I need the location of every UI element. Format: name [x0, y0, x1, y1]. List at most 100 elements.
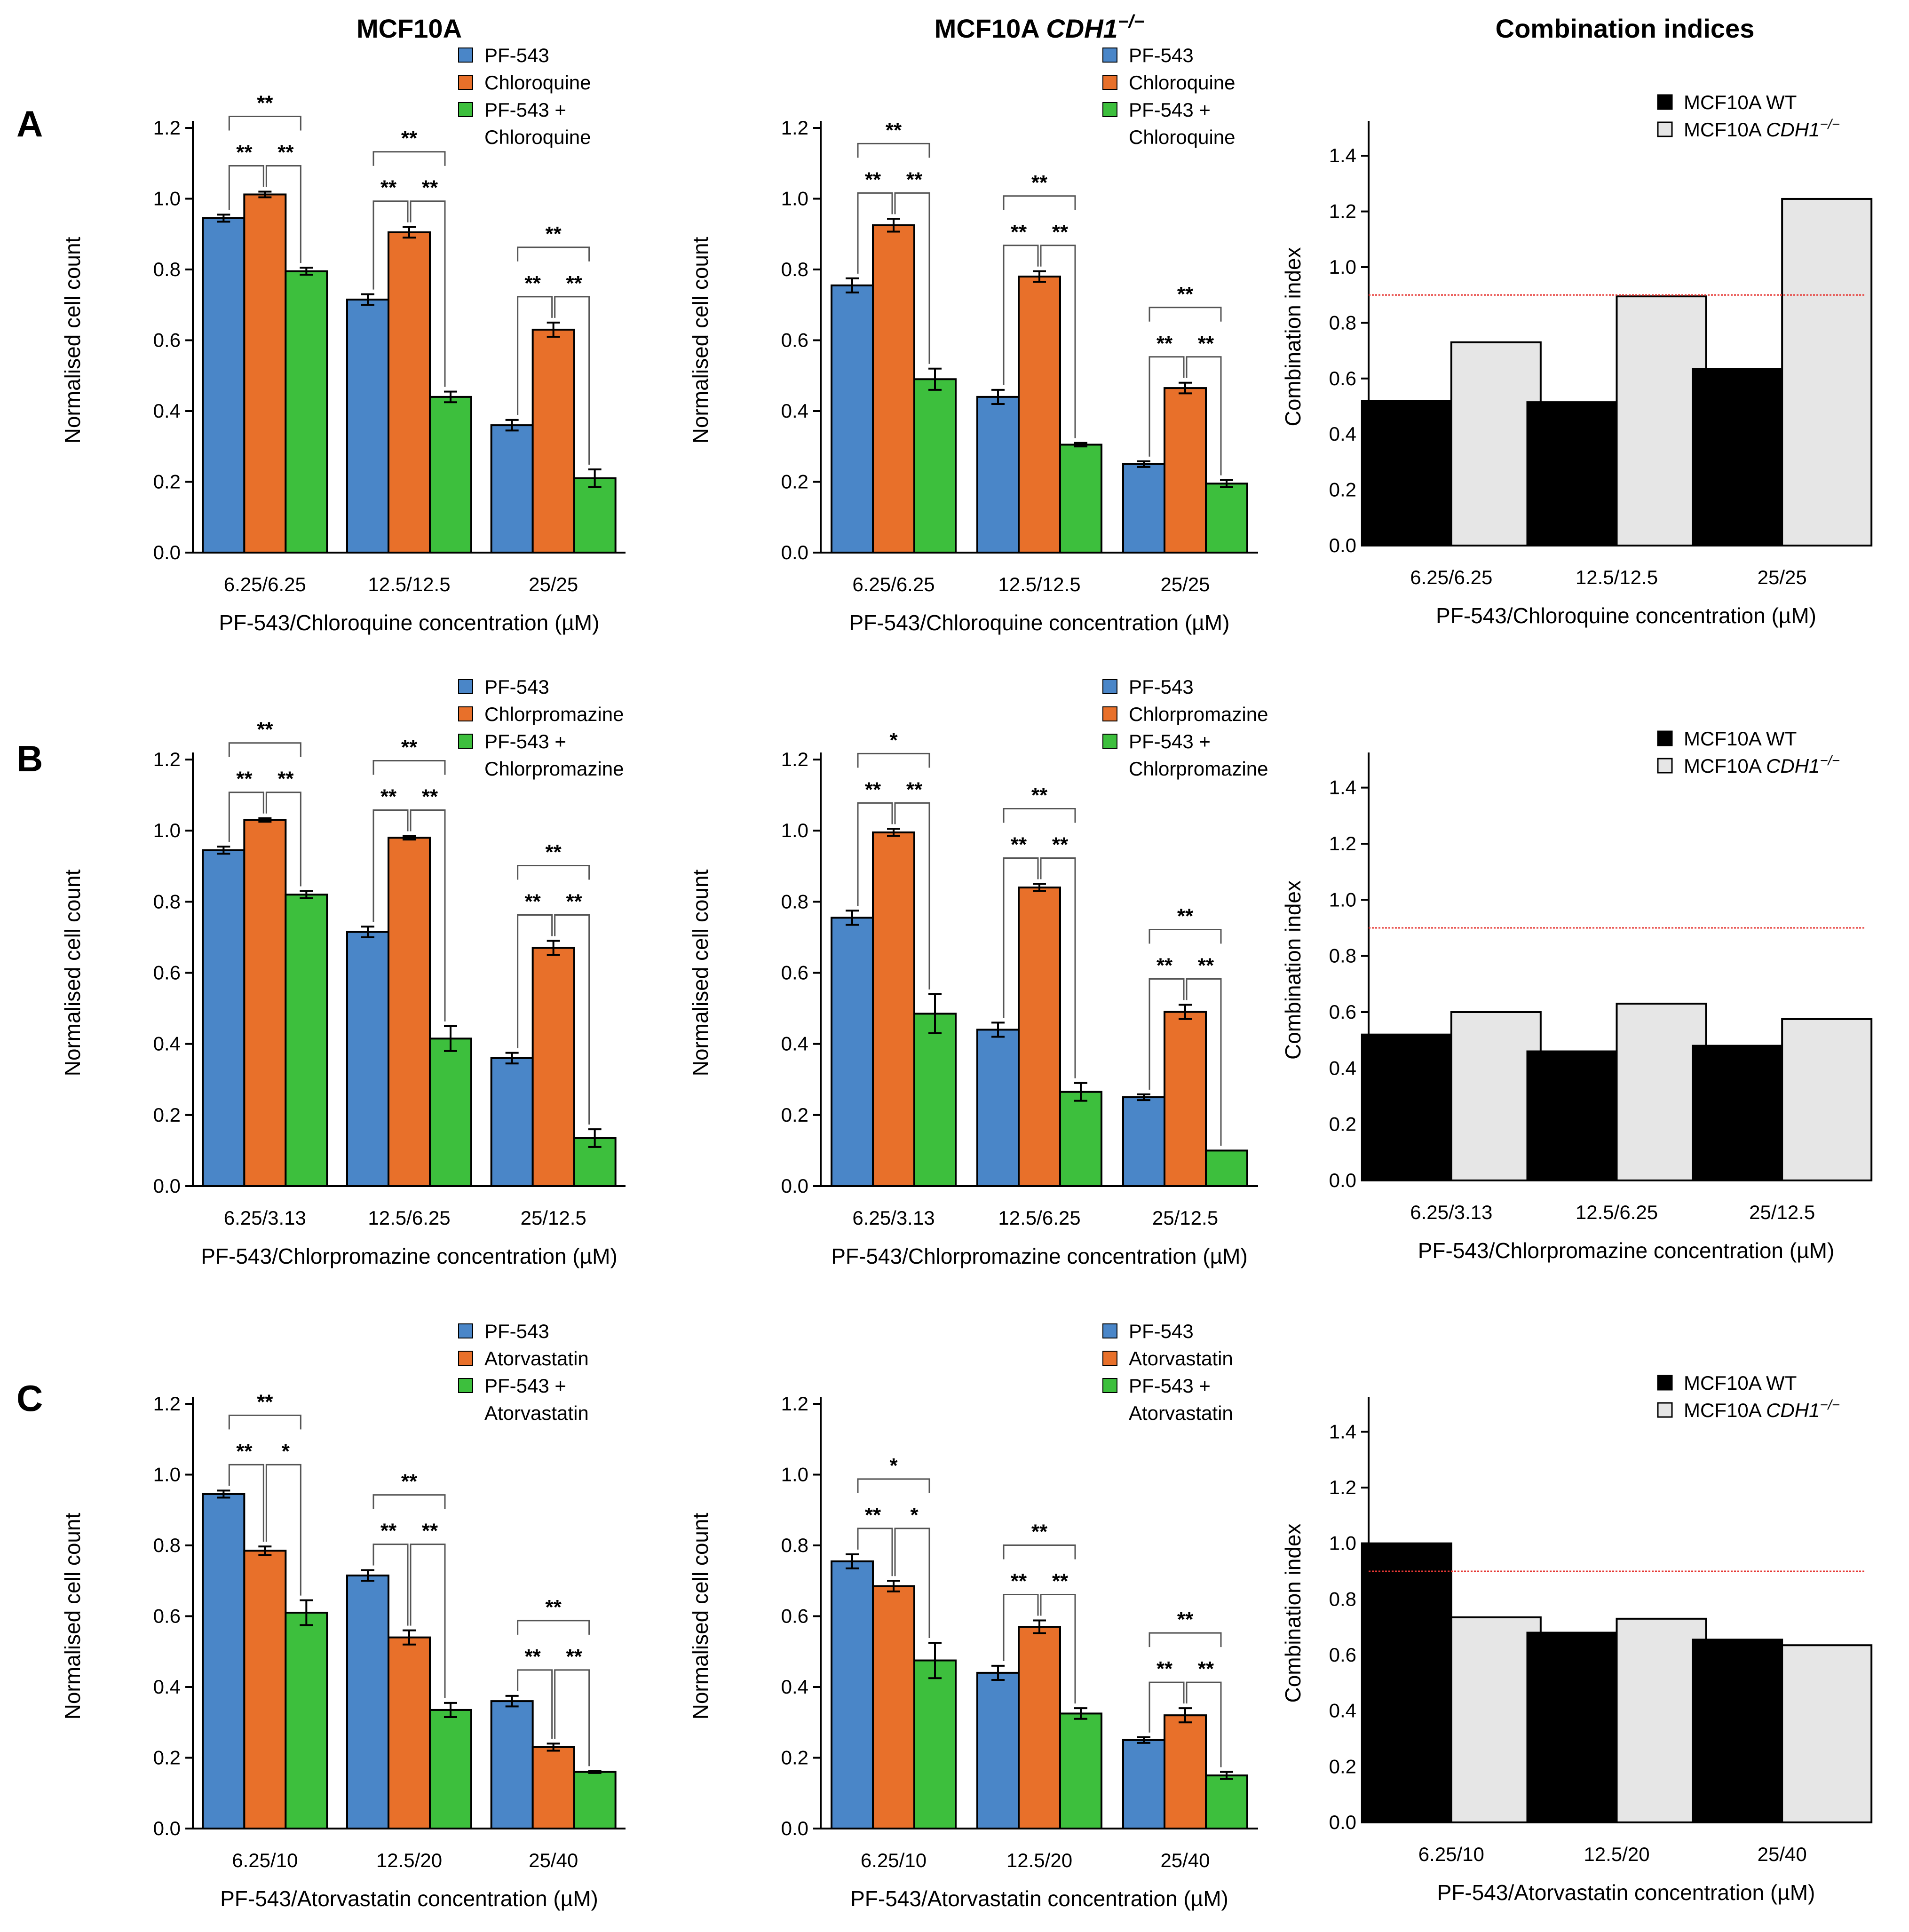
bar-C-KO-atorvastatin-3 — [1164, 1714, 1207, 1829]
y-tick-label: 0.0 — [1329, 534, 1356, 556]
sig-bracket — [228, 792, 264, 842]
sig-label: ** — [422, 1520, 438, 1543]
x-tick-label: 6.25/3.13 — [224, 1207, 306, 1229]
legend-label: Chlorpromazine — [1129, 703, 1268, 725]
legend-label: MCF10A WT — [1684, 1372, 1797, 1394]
sig-bracket — [1003, 1544, 1076, 1560]
x-tick-label: 25/40 — [1160, 1849, 1210, 1871]
y-tick-label: 0.6 — [153, 329, 181, 351]
x-tick-label: 12.5/6.25 — [368, 1207, 450, 1229]
y-tick-label: 0.2 — [781, 1747, 808, 1769]
legend-label: PF-543 — [1129, 44, 1194, 66]
bar-B-KO-pf-543-chlorpromazine-1 — [913, 1013, 957, 1188]
legend-label: PF-543 + — [1129, 730, 1211, 752]
bar-C-WT-pf-543-2 — [346, 1574, 389, 1829]
chart-B-CI: 0.0 0.2 0.4 0.6 0.8 1.0 1.2 1.4 Combination inde… — [1281, 728, 1873, 1263]
y-tick-label: 1.2 — [153, 1393, 181, 1415]
sig-bracket — [554, 1669, 590, 1766]
bar-C-CI-mcf10a-wt-1 — [1361, 1542, 1452, 1824]
x-tick-label: 12.5/6.25 — [1576, 1201, 1658, 1223]
x-tick-label: 25/25 — [1758, 566, 1807, 588]
sig-bracket — [228, 115, 301, 131]
legend-label: MCF10A CDH1−/− — [1684, 1397, 1840, 1422]
sig-label: * — [889, 728, 898, 752]
legend-swatch — [458, 1323, 473, 1338]
sig-label: ** — [236, 141, 253, 164]
bar-C-KO-pf-543-atorvastatin-1 — [913, 1659, 957, 1829]
bar-B-KO-pf-543-chlorpromazine-3 — [1205, 1149, 1248, 1188]
sig-bracket — [1003, 245, 1039, 385]
x-tick-label: 6.25/10 — [232, 1849, 298, 1871]
legend-swatch — [458, 1378, 473, 1393]
x-tick-label: 25/25 — [529, 573, 578, 595]
sig-label: ** — [546, 222, 562, 245]
legend-label: MCF10A WT — [1684, 91, 1797, 113]
sig-label: ** — [236, 1440, 253, 1463]
x-tick-label: 6.25/6.25 — [224, 573, 306, 595]
bar-A-WT-chloroquine-1 — [243, 193, 287, 554]
sig-label: ** — [865, 168, 881, 191]
legend-label: PF-543 + — [1129, 99, 1211, 121]
sig-bracket — [894, 802, 930, 990]
column-title-3: Combination indices — [1496, 14, 1755, 43]
y-tick-label: 0.4 — [1329, 423, 1356, 445]
x-tick-label: 25/12.5 — [521, 1207, 586, 1229]
y-tick-label: 1.0 — [153, 188, 181, 210]
x-tick-label: 25/25 — [1160, 573, 1210, 595]
y-tick-label: 0.4 — [153, 1676, 181, 1698]
y-tick-label: 0.8 — [781, 890, 808, 912]
y-axis-label: Normalised cell count — [688, 237, 713, 443]
x-tick-label: 12.5/12.5 — [368, 573, 450, 595]
bar-B-KO-pf-543-3 — [1122, 1096, 1165, 1188]
sig-bracket — [1149, 978, 1185, 1090]
legend-swatch — [458, 1351, 473, 1366]
y-tick-label: 0.4 — [781, 400, 808, 422]
sig-label: ** — [566, 1645, 583, 1668]
bar-B-KO-chlorpromazine-1 — [872, 831, 915, 1187]
chart-C-CI: 0.0 0.2 0.4 0.6 0.8 1.0 1.2 1.4 Combination inde… — [1281, 1372, 1873, 1905]
sig-label: * — [910, 1504, 919, 1527]
legend-label: PF-543 — [1129, 676, 1194, 698]
y-tick-label: 1.0 — [153, 819, 181, 841]
sig-bracket — [372, 1544, 409, 1626]
y-tick-label: 1.2 — [153, 748, 181, 770]
bar-A-CI-mcf10a-cdh1--2 — [1616, 295, 1707, 546]
bar-A-WT-pf-543-chloroquine-3 — [573, 477, 617, 554]
y-tick-label: 0.0 — [1329, 1811, 1356, 1833]
bar-C-CI-mcf10a-wt-3 — [1692, 1639, 1783, 1824]
sig-bracket — [1186, 1681, 1222, 1767]
y-axis-label: Normalised cell count — [688, 1512, 713, 1719]
y-tick-label: 0.2 — [153, 471, 181, 493]
legend-swatch — [1102, 1378, 1117, 1393]
bar-B-WT-chlorpromazine-3 — [531, 947, 575, 1187]
y-tick-label: 0.0 — [153, 1175, 181, 1197]
bar-C-WT-pf-543-atorvastatin-2 — [429, 1709, 472, 1830]
legend-swatch — [458, 75, 473, 90]
sig-bracket — [265, 165, 301, 263]
sig-label: ** — [1177, 905, 1194, 928]
y-tick-label: 0.0 — [781, 541, 808, 563]
bar-B-CI-mcf10a-wt-2 — [1526, 1050, 1618, 1182]
row-letter-B: B — [16, 738, 43, 779]
sig-bracket — [265, 792, 301, 887]
y-tick-label: 0.2 — [781, 471, 808, 493]
sig-label: ** — [525, 1645, 541, 1668]
legend-label: Chloroquine — [484, 126, 591, 148]
y-tick-label: 0.0 — [153, 1817, 181, 1839]
sig-bracket — [372, 809, 409, 922]
y-tick-label: 0.4 — [153, 1033, 181, 1055]
chart-C-WT: 0.0 0.2 0.4 0.6 0.8 1.0 1.2 Normalised cell cou… — [60, 1320, 626, 1911]
bar-A-KO-chloroquine-1 — [872, 224, 915, 554]
row-letter-C: C — [16, 1378, 43, 1419]
x-axis-label: PF-543/Chloroquine concentration (µM) — [219, 610, 600, 635]
y-tick-label: 0.6 — [153, 962, 181, 984]
sig-bracket — [517, 246, 590, 261]
bar-A-CI-mcf10a-wt-2 — [1526, 401, 1618, 546]
y-tick-label: 1.0 — [781, 1464, 808, 1486]
y-tick-label: 0.6 — [1329, 1644, 1356, 1666]
y-tick-label: 0.2 — [1329, 479, 1356, 501]
sig-label: ** — [257, 91, 273, 114]
legend-swatch — [1657, 1375, 1673, 1391]
sig-bracket — [1149, 929, 1222, 944]
x-tick-label: 6.25/3.13 — [1410, 1201, 1492, 1223]
